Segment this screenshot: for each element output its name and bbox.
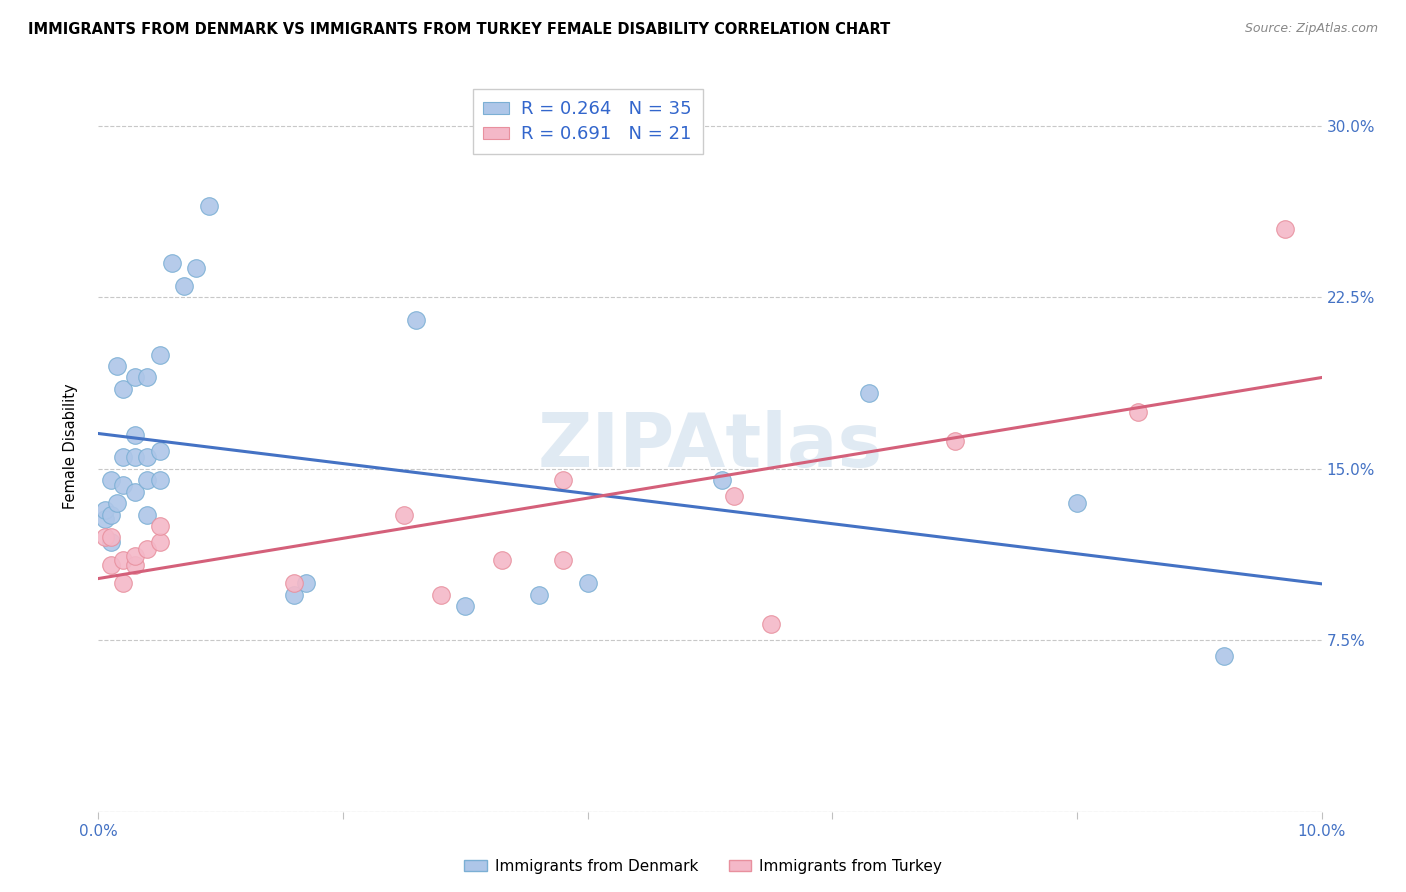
Point xyxy=(283,576,305,591)
Point xyxy=(124,558,146,572)
Point xyxy=(149,347,172,362)
Point xyxy=(105,359,128,373)
Point xyxy=(105,496,128,510)
Point xyxy=(100,535,122,549)
Point xyxy=(491,553,513,567)
Point xyxy=(111,450,134,465)
Point xyxy=(186,260,208,275)
Point xyxy=(136,541,159,556)
Y-axis label: Female Disability: Female Disability xyxy=(63,384,77,508)
Point xyxy=(149,473,172,487)
Point xyxy=(295,576,318,591)
Point xyxy=(430,588,453,602)
Point xyxy=(283,588,305,602)
Point xyxy=(1066,496,1088,510)
Point xyxy=(527,588,550,602)
Point xyxy=(711,473,734,487)
Point xyxy=(759,617,782,632)
Point xyxy=(100,508,122,522)
Point xyxy=(124,549,146,563)
Point xyxy=(124,427,146,442)
Point xyxy=(93,503,115,517)
Point xyxy=(173,279,195,293)
Point xyxy=(136,508,159,522)
Point xyxy=(1128,405,1150,419)
Point xyxy=(93,512,115,526)
Legend: R = 0.264   N = 35, R = 0.691   N = 21: R = 0.264 N = 35, R = 0.691 N = 21 xyxy=(472,89,703,154)
Point xyxy=(136,473,159,487)
Point xyxy=(392,508,416,522)
Point xyxy=(149,519,172,533)
Text: IMMIGRANTS FROM DENMARK VS IMMIGRANTS FROM TURKEY FEMALE DISABILITY CORRELATION : IMMIGRANTS FROM DENMARK VS IMMIGRANTS FR… xyxy=(28,22,890,37)
Point xyxy=(149,535,172,549)
Point xyxy=(197,199,219,213)
Point xyxy=(553,473,575,487)
Point xyxy=(858,386,880,401)
Point xyxy=(136,370,159,384)
Point xyxy=(124,450,146,465)
Point xyxy=(553,553,575,567)
Point xyxy=(93,530,115,544)
Point xyxy=(111,382,134,396)
Point xyxy=(111,553,134,567)
Point xyxy=(576,576,599,591)
Point xyxy=(124,484,146,499)
Point xyxy=(160,256,183,270)
Text: Source: ZipAtlas.com: Source: ZipAtlas.com xyxy=(1244,22,1378,36)
Point xyxy=(454,599,477,613)
Point xyxy=(111,576,134,591)
Point xyxy=(405,313,427,327)
Legend: Immigrants from Denmark, Immigrants from Turkey: Immigrants from Denmark, Immigrants from… xyxy=(458,853,948,880)
Point xyxy=(100,473,122,487)
Point xyxy=(136,450,159,465)
Point xyxy=(100,530,122,544)
Point xyxy=(111,478,134,492)
Point xyxy=(723,489,745,503)
Text: ZIPAtlas: ZIPAtlas xyxy=(537,409,883,483)
Point xyxy=(1274,222,1296,236)
Point xyxy=(149,443,172,458)
Point xyxy=(100,558,122,572)
Point xyxy=(943,434,966,449)
Point xyxy=(124,370,146,384)
Point xyxy=(1212,649,1234,664)
